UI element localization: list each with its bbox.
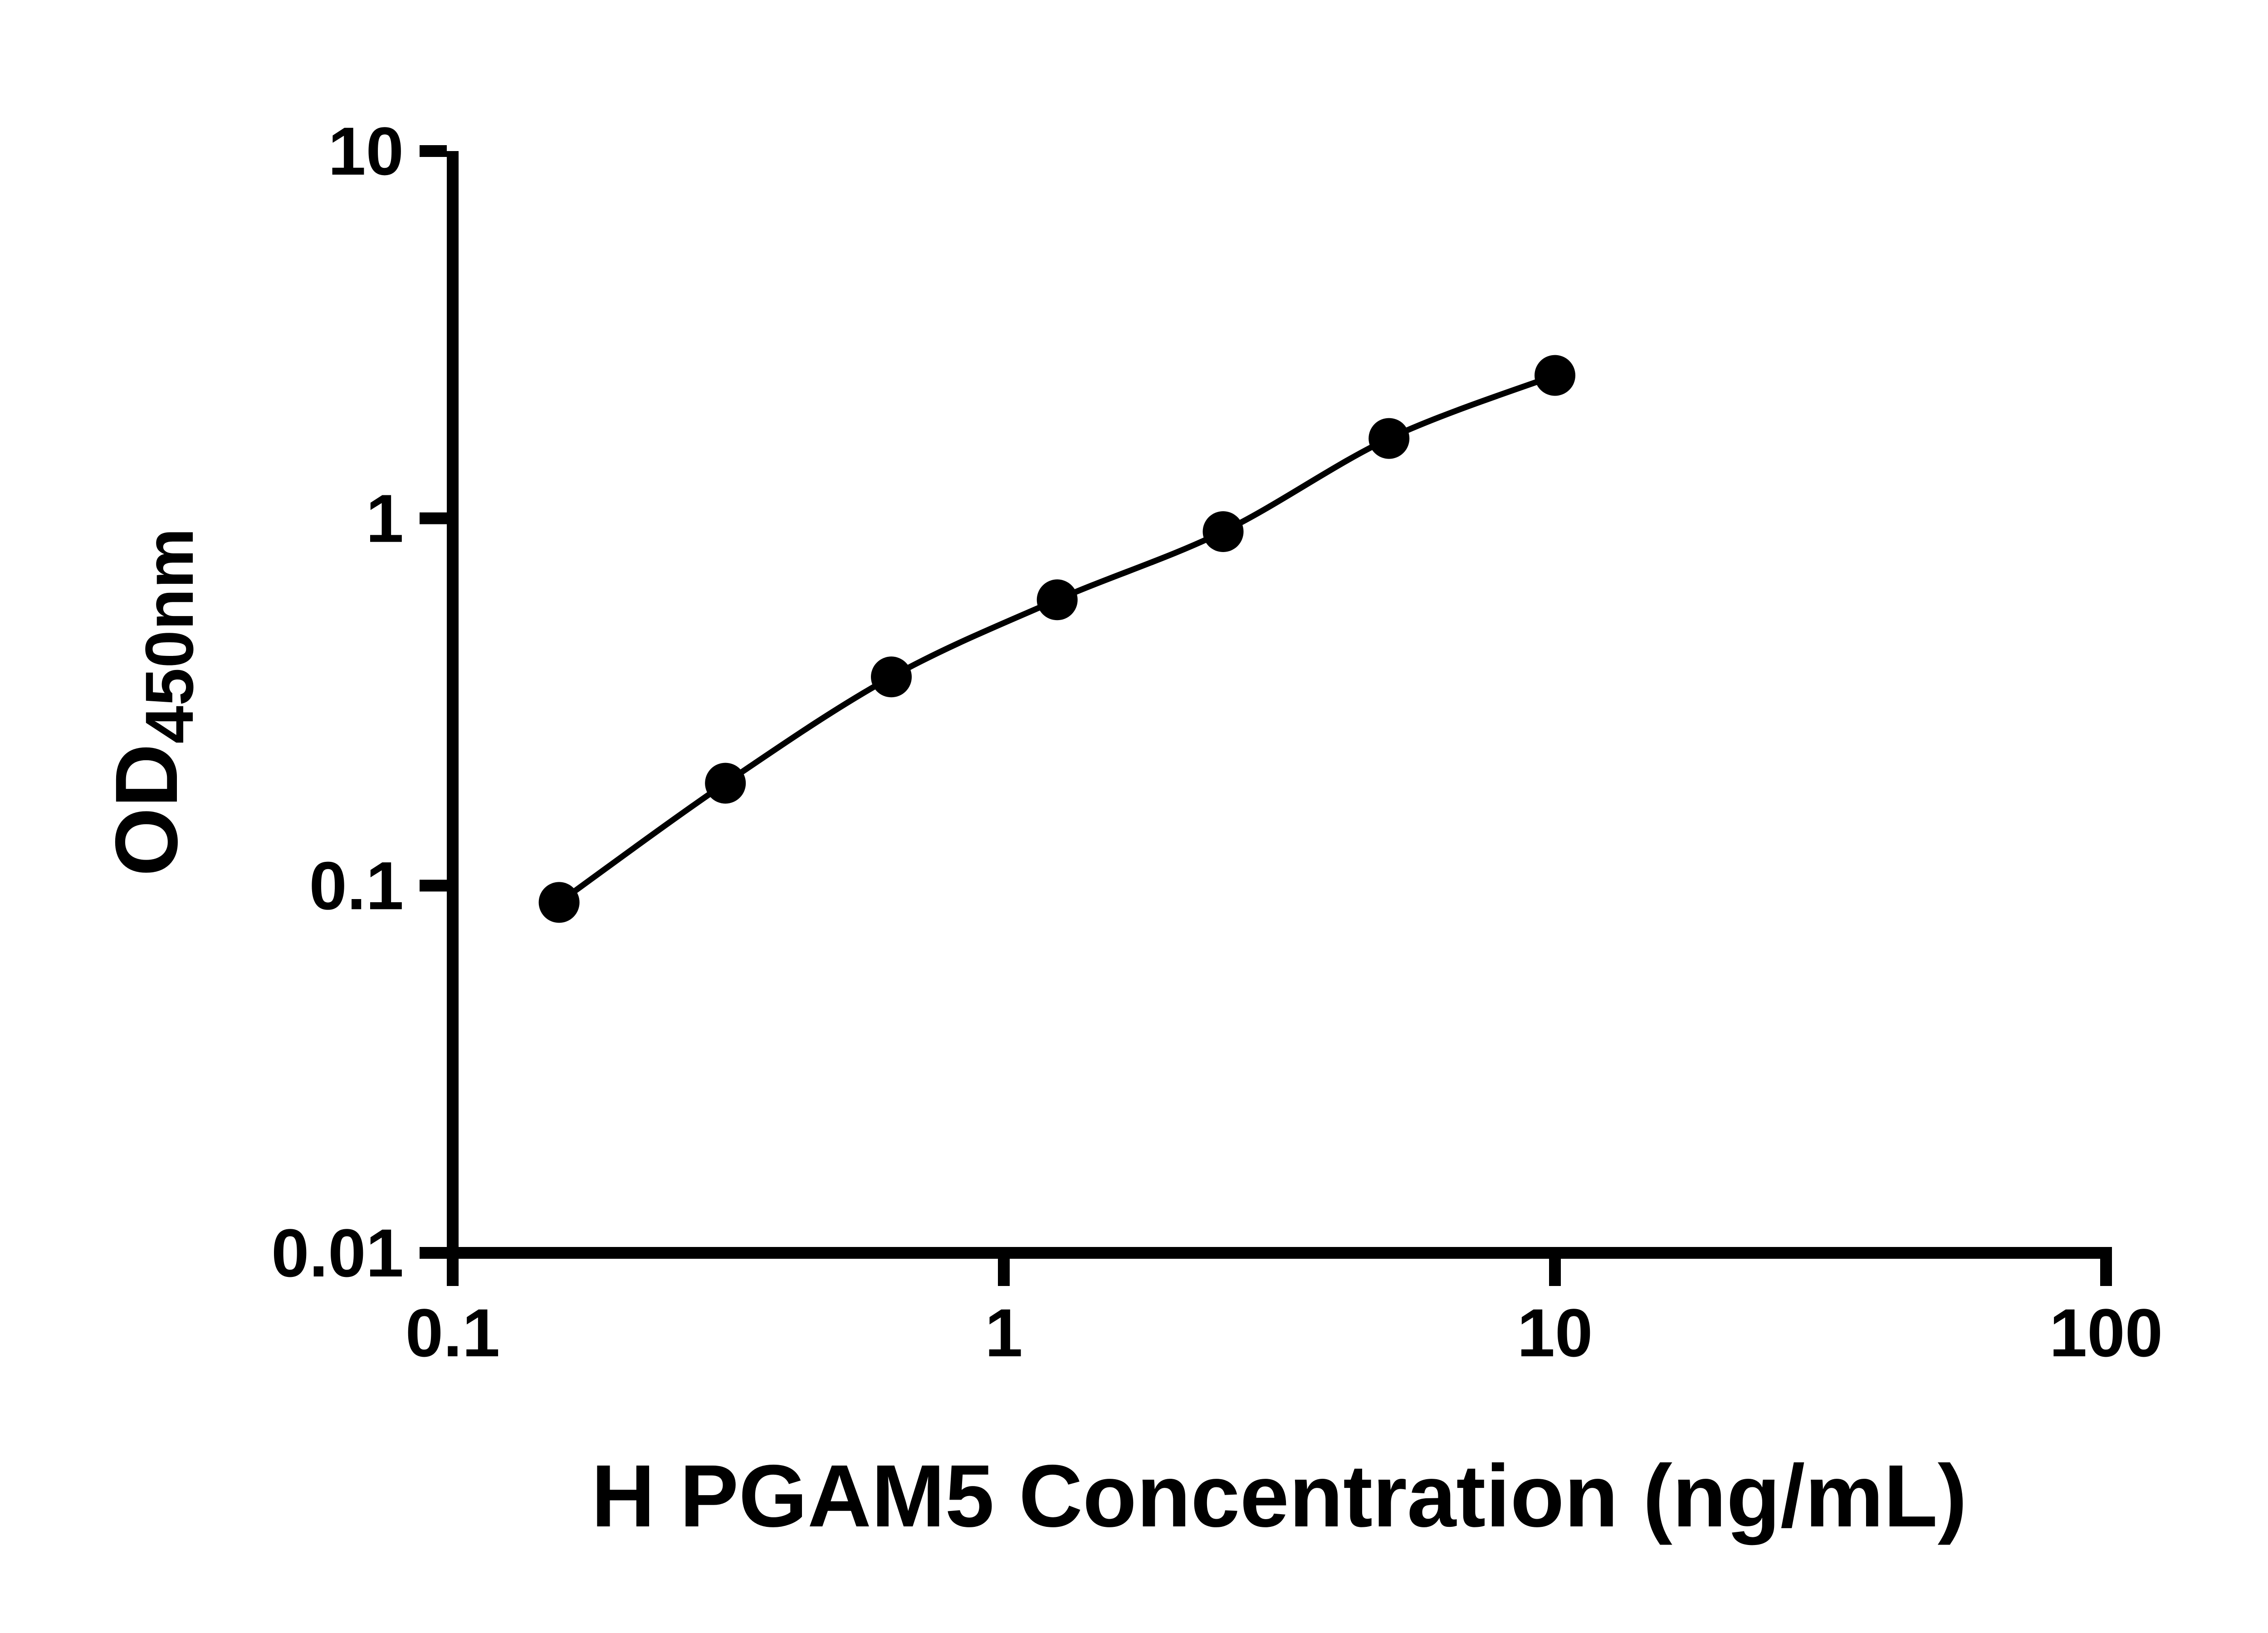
y-tick-label-3: 10	[328, 113, 404, 189]
data-point-1	[705, 763, 746, 804]
x-axis-title: H PGAM5 Concentration (ng/mL)	[591, 1447, 1967, 1545]
y-axis-title-main: OD	[97, 743, 196, 876]
y-axis-title: OD450nm	[97, 528, 207, 876]
x-tick-label-1: 1	[985, 1295, 1022, 1371]
data-point-2	[871, 656, 912, 698]
data-point-5	[1369, 418, 1410, 459]
y-axis-title-sub: 450nm	[131, 528, 207, 743]
data-point-3	[1036, 579, 1078, 621]
y-tick-label-2: 1	[366, 480, 404, 557]
y-tick-label-1: 0.1	[309, 847, 404, 924]
fit-curve	[557, 372, 1556, 905]
y-tick-label-0: 0.01	[271, 1215, 404, 1291]
plot-content	[538, 355, 1575, 923]
data-point-4	[1202, 511, 1244, 552]
x-tick-label-0: 0.1	[406, 1295, 500, 1371]
x-tick-label-2: 10	[1517, 1295, 1593, 1371]
x-tick-label-3: 100	[2049, 1295, 2163, 1371]
data-point-6	[1535, 355, 1575, 396]
data-point-0	[538, 882, 580, 923]
